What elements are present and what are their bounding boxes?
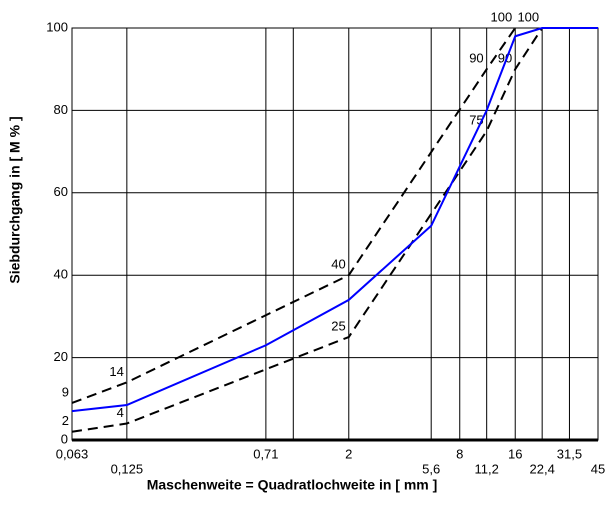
x-tick-label: 8 — [456, 446, 463, 461]
data-label: 14 — [109, 364, 123, 379]
data-label: 25 — [331, 318, 345, 333]
x-tick-label: 22,4 — [530, 461, 555, 476]
y-tick-label: 100 — [46, 19, 68, 34]
x-tick-label: 2 — [345, 446, 352, 461]
data-label: 2 — [62, 413, 69, 428]
x-tick-label: 0,71 — [253, 446, 278, 461]
x-axis-title: Maschenweite = Quadratlochweite in [ mm … — [147, 477, 438, 493]
y-tick-label: 40 — [54, 267, 68, 282]
x-tick-label: 0,063 — [56, 446, 89, 461]
series-line — [71, 27, 517, 404]
data-label: 100 — [491, 9, 513, 24]
y-tick-label: 60 — [54, 184, 68, 199]
x-tick-label: 0,125 — [111, 461, 144, 476]
data-label: 9 — [62, 384, 69, 399]
data-label: 100 — [517, 9, 539, 24]
x-tick-label: 31,5 — [557, 446, 582, 461]
y-tick-label: 0 — [61, 431, 68, 446]
y-tick-label: 80 — [54, 102, 68, 117]
y-axis-title: Siebdurchgang in [ M % ] — [7, 116, 23, 283]
data-label: 90 — [469, 51, 483, 66]
series-line — [71, 27, 598, 413]
series-line — [71, 27, 543, 433]
x-tick-label: 45 — [591, 461, 605, 476]
x-tick-label: 5,6 — [422, 461, 440, 476]
data-label: 40 — [331, 257, 345, 272]
plot-area — [71, 27, 599, 441]
y-tick-label: 20 — [54, 349, 68, 364]
x-tick-label: 16 — [508, 446, 522, 461]
data-label: 4 — [117, 405, 124, 420]
x-tick-label: 11,2 — [475, 461, 499, 476]
